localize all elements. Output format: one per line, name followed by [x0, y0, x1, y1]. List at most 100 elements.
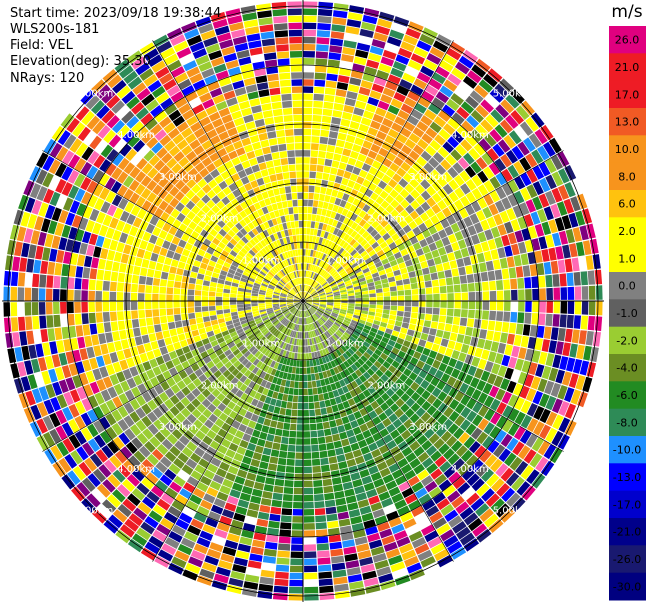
- velocity-cell: [385, 194, 395, 204]
- velocity-cell: [531, 350, 541, 363]
- velocity-cell: [353, 182, 362, 191]
- velocity-cell: [109, 291, 117, 301]
- velocity-cell: [400, 161, 411, 172]
- velocity-cell: [237, 291, 245, 295]
- velocity-cell: [184, 331, 193, 339]
- velocity-cell: [430, 214, 440, 225]
- velocity-cell: [505, 114, 519, 129]
- velocity-cell: [315, 179, 322, 187]
- velocity-cell: [379, 528, 393, 539]
- velocity-cell: [331, 160, 340, 169]
- velocity-cell: [388, 352, 397, 360]
- velocity-cell: [319, 215, 326, 223]
- velocity-cell: [420, 179, 431, 190]
- velocity-cell: [177, 333, 186, 342]
- velocity-cell: [221, 387, 230, 397]
- velocity-cell: [166, 344, 175, 353]
- velocity-cell: [322, 262, 328, 269]
- velocity-cell: [531, 437, 545, 452]
- velocity-cell: [548, 219, 558, 234]
- velocity-cell: [304, 565, 318, 573]
- velocity-cell: [171, 335, 179, 344]
- velocity-cell: [442, 484, 456, 497]
- velocity-cell: [474, 282, 482, 292]
- velocity-cell: [166, 287, 174, 295]
- velocity-cell: [385, 151, 397, 162]
- velocity-cell: [536, 263, 545, 276]
- velocity-cell: [378, 63, 392, 74]
- velocity-cell: [420, 260, 429, 269]
- velocity-cell: [340, 336, 347, 343]
- velocity-cell: [531, 276, 539, 288]
- velocity-cell: [406, 562, 422, 574]
- velocity-cell: [247, 442, 257, 452]
- velocity-cell: [437, 271, 445, 279]
- velocity-cell: [486, 330, 494, 341]
- velocity-cell: [109, 281, 117, 292]
- velocity-cell: [60, 276, 68, 289]
- velocity-cell: [431, 387, 442, 398]
- velocity-cell: [228, 364, 236, 373]
- velocity-cell: [373, 478, 385, 488]
- velocity-cell: [303, 235, 307, 242]
- velocity-cell: [3, 302, 11, 317]
- velocity-cell: [206, 393, 216, 403]
- velocity-cell: [362, 341, 371, 348]
- velocity-cell: [373, 337, 381, 345]
- velocity-cell: [382, 245, 391, 254]
- velocity-cell: [145, 309, 153, 318]
- velocity-cell: [431, 97, 445, 109]
- velocity-cell: [440, 338, 449, 347]
- velocity-cell: [437, 199, 447, 211]
- velocity-cell: [206, 429, 217, 440]
- velocity-cell: [570, 389, 582, 405]
- velocity-cell: [470, 161, 482, 174]
- velocity-cell: [352, 252, 360, 259]
- velocity-cell: [171, 500, 185, 512]
- velocity-cell: [307, 286, 311, 292]
- velocity-cell: [324, 347, 330, 355]
- velocity-cell: [476, 380, 487, 392]
- velocity-cell: [422, 326, 430, 334]
- velocity-cell: [338, 285, 346, 289]
- velocity-cell: [311, 280, 316, 287]
- velocity-cell: [349, 204, 357, 213]
- velocity-cell: [275, 399, 282, 408]
- velocity-cell: [340, 294, 348, 297]
- velocity-cell: [174, 281, 182, 289]
- velocity-cell: [299, 325, 302, 332]
- velocity-cell: [381, 174, 392, 184]
- velocity-cell: [465, 326, 473, 337]
- velocity-cell: [441, 355, 451, 365]
- velocity-cell: [208, 291, 216, 297]
- velocity-cell: [396, 256, 405, 264]
- velocity-cell: [390, 403, 400, 413]
- velocity-cell: [293, 331, 297, 338]
- velocity-cell: [472, 414, 483, 427]
- velocity-cell: [267, 404, 275, 413]
- velocity-cell: [383, 332, 391, 339]
- velocity-cell: [157, 339, 166, 348]
- velocity-cell: [432, 398, 443, 409]
- velocity-cell: [383, 296, 391, 301]
- velocity-cell: [209, 440, 221, 451]
- velocity-cell: [305, 301, 313, 303]
- velocity-cell: [573, 315, 581, 329]
- velocity-cell: [273, 23, 288, 31]
- velocity-cell: [345, 26, 360, 35]
- velocity-cell: [267, 463, 278, 471]
- velocity-cell: [338, 257, 345, 264]
- velocity-cell: [320, 279, 326, 285]
- velocity-cell: [475, 301, 483, 310]
- velocity-cell: [448, 191, 459, 203]
- velocity-cell: [262, 45, 276, 54]
- velocity-cell: [317, 343, 322, 351]
- velocity-cell: [346, 236, 354, 244]
- velocity-cell: [341, 272, 348, 279]
- velocity-cell: [344, 553, 358, 562]
- velocity-cell: [432, 286, 440, 294]
- velocity-cell: [324, 323, 330, 329]
- velocity-cell: [317, 251, 322, 259]
- velocity-cell: [303, 36, 316, 44]
- velocity-cell: [289, 330, 294, 337]
